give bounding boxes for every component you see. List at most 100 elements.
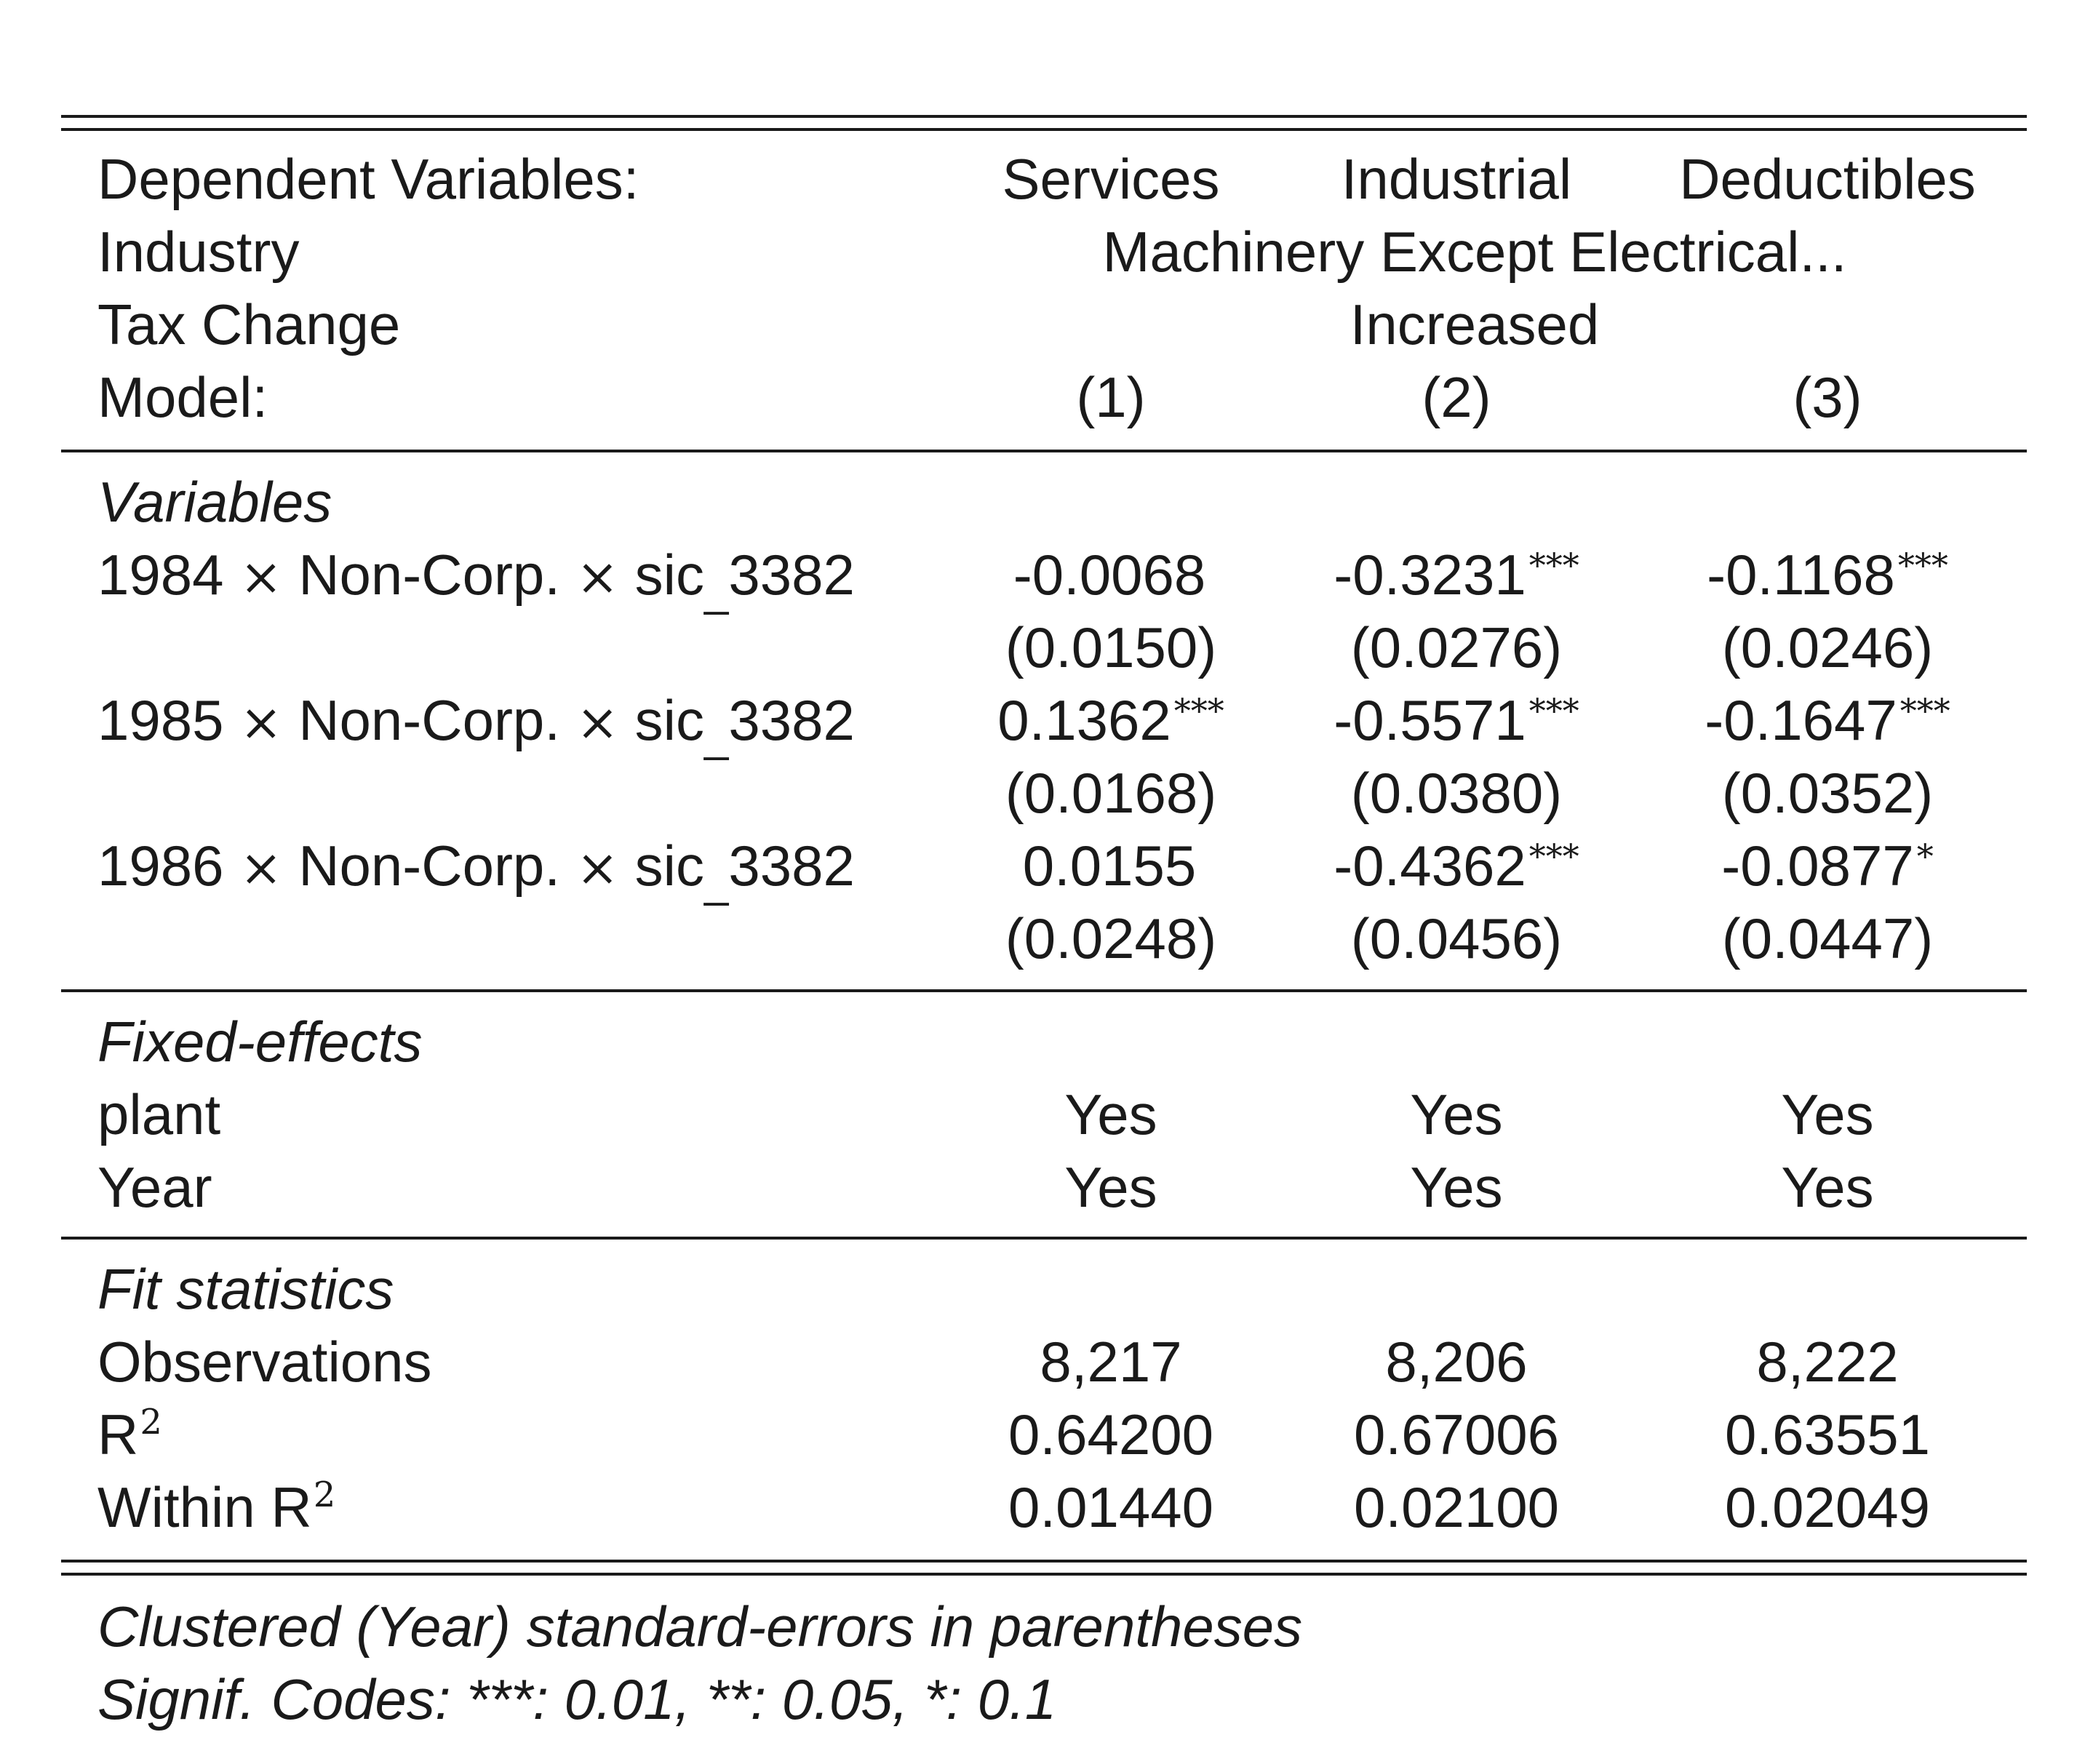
coef-row: 1984 × Non-Corp. × sic_3382 -0.0068 -0.3231*…	[0, 538, 2077, 615]
coef-cell-1: -0.0068	[929, 538, 1293, 619]
coef-year: 1984	[97, 543, 224, 607]
model-col-1: (1)	[1076, 365, 1146, 429]
r2-label-text: R	[97, 1402, 139, 1466]
dependent-col-1: Services	[1002, 147, 1220, 211]
coef-sic-code: 3382	[728, 688, 855, 752]
coef-label: 1986 × Non-Corp. × sic_3382	[97, 829, 855, 907]
top-rule-inner	[61, 128, 2027, 131]
coef-cell-3: -0.1647***	[1646, 684, 2009, 765]
coef-value: 0.1362	[997, 688, 1171, 752]
se-cell-1: (0.0168)	[1005, 761, 1217, 825]
times-symbol: ×	[239, 547, 283, 607]
model-col-2: (2)	[1422, 365, 1491, 429]
fixed-effect-cell-2: Yes	[1410, 1082, 1503, 1146]
note-clustered-se: Clustered (Year) standard-errors in pare…	[97, 1595, 1303, 1659]
within-r2-row: Within R2 0.01440 0.02100 0.02049	[0, 1471, 2077, 1544]
se-row: (0.0150) (0.0276) (0.0246)	[0, 611, 2077, 684]
coef-value: -0.1647	[1705, 688, 1897, 752]
coef-cell-3: -0.0877*	[1646, 829, 2009, 910]
variables-section-row: Variables	[0, 466, 2077, 538]
header-tax-row: Tax Change Increased	[0, 288, 2077, 361]
coef-sic-sep: _	[704, 858, 729, 906]
se-cell-3: (0.0352)	[1721, 761, 1934, 825]
se-cell-1: (0.0248)	[1005, 906, 1217, 970]
se-cell-2: (0.0380)	[1350, 761, 1563, 825]
notes-row: Clustered (Year) standard-errors in pare…	[0, 1590, 2077, 1663]
coef-cell-2: -0.5571***	[1275, 684, 1638, 765]
coef-stars: ***	[1899, 691, 1950, 730]
fixed-effects-section-row: Fixed-effects	[0, 1005, 2077, 1078]
se-row: (0.0248) (0.0456) (0.0447)	[0, 902, 2077, 975]
coef-row: 1985 × Non-Corp. × sic_3382 0.1362*** -0.557…	[0, 684, 2077, 761]
model-label: Model:	[97, 365, 268, 429]
coef-row: 1986 × Non-Corp. × sic_3382 0.0155 -0.4362**…	[0, 829, 2077, 906]
coef-label: 1985 × Non-Corp. × sic_3382	[97, 684, 855, 762]
note-signif-codes: Signif. Codes: ***: 0.01, **: 0.05, *: 0…	[97, 1667, 1057, 1731]
r2-cell-2: 0.67006	[1354, 1402, 1559, 1466]
coef-value: -0.0068	[1013, 543, 1206, 607]
within-r2-cell-2: 0.02100	[1354, 1475, 1559, 1539]
coef-group: Non-Corp.	[298, 688, 560, 752]
coef-value: 0.0155	[1022, 834, 1197, 898]
coef-stars: ***	[1528, 837, 1579, 876]
within-r2-label-text: Within R	[97, 1475, 312, 1539]
bottom-rule-outer	[61, 1560, 2027, 1563]
se-row: (0.0168) (0.0380) (0.0352)	[0, 757, 2077, 829]
se-cell-2: (0.0276)	[1350, 615, 1563, 679]
coef-stars: ***	[1897, 546, 1948, 585]
r2-cell-3: 0.63551	[1725, 1402, 1930, 1466]
tax-change-value: Increased	[1350, 292, 1600, 356]
coef-year: 1986	[97, 834, 224, 898]
dependent-label: Dependent Variables:	[97, 147, 639, 211]
coef-sic-sep: _	[704, 567, 729, 615]
fixed-effect-label: Year	[97, 1155, 212, 1219]
r2-cell-1: 0.64200	[1008, 1402, 1213, 1466]
times-symbol: ×	[239, 838, 283, 898]
times-symbol: ×	[239, 693, 283, 752]
fit-statistics-section-title: Fit statistics	[97, 1257, 394, 1321]
variables-section-title: Variables	[97, 470, 332, 534]
observations-cell-1: 8,217	[1040, 1330, 1182, 1394]
coef-sic-prefix: sic	[634, 688, 704, 752]
fixed-effect-label: plant	[97, 1082, 221, 1146]
r2-label: R2	[97, 1398, 162, 1479]
coef-sic-prefix: sic	[634, 543, 704, 607]
observations-label: Observations	[97, 1330, 432, 1394]
fixed-effect-row: plant Yes Yes Yes	[0, 1078, 2077, 1151]
coef-group: Non-Corp.	[298, 543, 560, 607]
coef-stars: *	[1916, 837, 1934, 876]
times-symbol: ×	[576, 693, 619, 752]
coef-sic-sep: _	[704, 712, 729, 761]
dependent-col-2: Industrial	[1341, 147, 1572, 211]
coef-sic-prefix: sic	[634, 834, 704, 898]
observations-row: Observations 8,217 8,206 8,222	[0, 1325, 2077, 1398]
observations-cell-3: 8,222	[1756, 1330, 1899, 1394]
fit-statistics-section-row: Fit statistics	[0, 1253, 2077, 1325]
times-symbol: ×	[576, 838, 619, 898]
coef-cell-2: -0.4362***	[1275, 829, 1638, 910]
coef-stars: ***	[1173, 691, 1224, 730]
r2-row: R2 0.64200 0.67006 0.63551	[0, 1398, 2077, 1471]
top-rule-outer	[61, 115, 2027, 118]
within-r2-cell-1: 0.01440	[1008, 1475, 1213, 1539]
se-cell-3: (0.0246)	[1721, 615, 1934, 679]
coef-label: 1984 × Non-Corp. × sic_3382	[97, 538, 855, 616]
coef-value: -0.5571	[1333, 688, 1526, 752]
fixed-effect-row: Year Yes Yes Yes	[0, 1151, 2077, 1224]
times-symbol: ×	[576, 547, 619, 607]
within-r2-label: Within R2	[97, 1471, 335, 1552]
header-industry-row: Industry Machinery Except Electrical...	[0, 215, 2077, 288]
within-r2-cell-3: 0.02049	[1725, 1475, 1930, 1539]
coef-sic-code: 3382	[728, 543, 855, 607]
coef-value: -0.3231	[1333, 543, 1526, 607]
header-rule	[61, 450, 2027, 452]
coef-year: 1985	[97, 688, 224, 752]
fixed-effects-rule	[61, 1237, 2027, 1240]
coef-sic-code: 3382	[728, 834, 855, 898]
industry-label: Industry	[97, 220, 300, 284]
industry-value: Machinery Except Electrical...	[1102, 220, 1847, 284]
coef-cell-2: -0.3231***	[1275, 538, 1638, 619]
tax-change-label: Tax Change	[97, 292, 401, 356]
fixed-effect-cell-1: Yes	[1064, 1082, 1157, 1146]
